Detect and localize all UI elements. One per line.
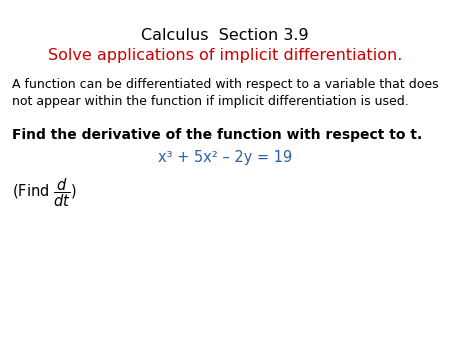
Text: A function can be differentiated with respect to a variable that does
not appear: A function can be differentiated with re… bbox=[12, 78, 439, 108]
Text: Calculus  Section 3.9: Calculus Section 3.9 bbox=[141, 28, 309, 43]
Text: x³ + 5x² – 2y = 19: x³ + 5x² – 2y = 19 bbox=[158, 150, 292, 165]
Text: (Find $\dfrac{d}{dt}$): (Find $\dfrac{d}{dt}$) bbox=[12, 176, 77, 209]
Text: Find the derivative of the function with respect to t.: Find the derivative of the function with… bbox=[12, 128, 422, 142]
Text: Solve applications of implicit differentiation.: Solve applications of implicit different… bbox=[48, 48, 402, 63]
